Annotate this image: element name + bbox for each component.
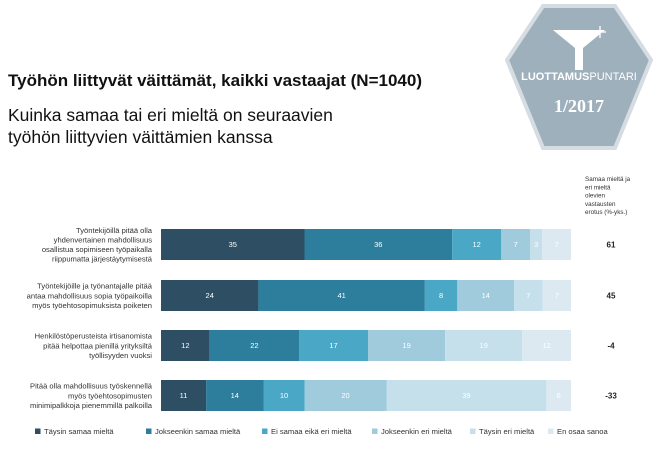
category-label: Työntekijöillä pitää olla (76, 226, 153, 235)
bar-segment (209, 330, 300, 361)
difference-value: 45 (607, 292, 616, 301)
bar-segment (546, 380, 571, 411)
subtitle-line-1: Kuinka samaa tai eri mieltä on seuraavie… (8, 105, 333, 125)
category-label: pitää helpottaa pienillä yrityksiltä (43, 341, 153, 350)
bar-segment (386, 380, 547, 411)
bar-segment (161, 380, 207, 411)
bar-value-label: 14 (482, 291, 490, 300)
bar-value-label: 7 (514, 240, 518, 249)
bar-value-label: 12 (181, 341, 189, 350)
legend-swatch (470, 428, 476, 434)
legend-swatch (262, 428, 268, 434)
badge-issue: 1/2017 (554, 96, 604, 116)
bar-value-label: 36 (374, 240, 382, 249)
difference-value: -4 (607, 342, 615, 351)
difference-value: -33 (605, 392, 617, 401)
bar-segment (161, 229, 305, 260)
legend-label: En osaa sanoa (557, 427, 608, 436)
bar-segment (530, 229, 543, 260)
bar-value-label: 14 (231, 391, 239, 400)
badge-hexagon (505, 4, 653, 150)
difference-header-line: Samaa mieltä ja (585, 176, 631, 183)
legend-swatch (548, 428, 554, 434)
legend-label: Täysin eri mieltä (479, 427, 535, 436)
bar-segment (161, 280, 259, 311)
bar-segment (542, 229, 571, 260)
badge-brand-bold: LUOTTAMUS (521, 71, 589, 83)
bar-value-label: 22 (250, 341, 258, 350)
luottamuspuntari-badge: LUOTTAMUSPUNTARI 1/2017 (505, 4, 653, 150)
bar-segment (452, 229, 502, 260)
bar-value-label: 19 (402, 341, 410, 350)
difference-header-line: erotus (%-yks.) (585, 209, 627, 216)
bar-value-label: 6 (557, 391, 561, 400)
legend-label: Ei samaa eikä eri mieltä (271, 427, 352, 436)
bar-value-label: 11 (180, 391, 188, 400)
bar-segment (522, 330, 571, 361)
category-label: Työntekijöille ja työnantajalle pitää (37, 282, 153, 291)
bar-value-label: 10 (280, 391, 288, 400)
subtitle-line-2: työhön liittyvien väittämien kanssa (8, 127, 273, 147)
badge-brand-light: PUNTARI (589, 71, 636, 83)
bar-value-label: 39 (462, 391, 470, 400)
bar-segment (161, 330, 210, 361)
bar-value-label: 12 (473, 240, 481, 249)
legend-swatch (372, 428, 378, 434)
bar-segment (206, 380, 264, 411)
bar-value-label: 7 (555, 240, 559, 249)
legend-swatch (146, 428, 152, 434)
bar-value-label: 7 (526, 291, 530, 300)
bar-value-label: 7 (555, 291, 559, 300)
bar-value-label: 17 (329, 341, 337, 350)
difference-header-line: olevien (585, 193, 605, 200)
category-label: myös työehtosopimuksista poiketen (32, 301, 152, 310)
bar-segment (424, 280, 458, 311)
category-label: yhdenvertainen mahdollisuus (54, 236, 153, 245)
bar-segment (304, 229, 453, 260)
bar-segment (445, 330, 523, 361)
category-label: työllisyyden vuoksi (89, 351, 152, 360)
legend-label: Jokseenkin samaa mieltä (155, 427, 241, 436)
bar-value-label: 20 (341, 391, 349, 400)
bar-value-label: 19 (480, 341, 488, 350)
category-label: Pitää olla mahdollisuus työskennellä (30, 382, 153, 391)
bar-value-label: 3 (534, 240, 538, 249)
svg-text:LUOTTAMUSPUNTARI: LUOTTAMUSPUNTARI (521, 71, 637, 83)
bar-segment (299, 330, 369, 361)
scale-logo-icon (553, 30, 605, 70)
category-label: minimipalkkoja pienemmillä palkoilla (30, 401, 153, 410)
bar-segment (368, 330, 446, 361)
category-label: Henkilöstöperusteista irtisanomista (35, 332, 153, 341)
bar-value-label: 8 (439, 291, 443, 300)
chart-subtitle: Kuinka samaa tai eri mieltä on seuraavie… (8, 104, 408, 148)
category-label: antaa mahdollisuus sopia työpaikoilla (27, 291, 153, 300)
category-label: myös työehtosopimusten (68, 391, 152, 400)
bar-segment (258, 280, 425, 311)
difference-header-line: vastausten (585, 201, 616, 208)
bar-segment (501, 229, 530, 260)
bar-value-label: 41 (337, 291, 345, 300)
legend-swatch (35, 428, 41, 434)
bar-segment (304, 380, 387, 411)
bar-segment (457, 280, 515, 311)
difference-header-line: eri mieltä (585, 184, 611, 191)
bar-segment (514, 280, 543, 311)
difference-value: 61 (607, 241, 616, 250)
bar-value-label: 24 (206, 291, 214, 300)
legend-label: Jokseenkin eri mieltä (381, 427, 453, 436)
category-label: riippumatta järjestäytymisestä (52, 255, 153, 264)
bar-segment (263, 380, 305, 411)
category-label: osallistua sopimiseen työpaikalla (42, 245, 153, 254)
bar-segment (542, 280, 571, 311)
legend-label: Täysin samaa mieltä (44, 427, 114, 436)
sparkle-icon (594, 26, 606, 38)
bar-value-label: 35 (229, 240, 237, 249)
chart-title: Työhön liittyvät väittämät, kaikki vasta… (8, 71, 422, 90)
bar-value-label: 12 (542, 341, 550, 350)
